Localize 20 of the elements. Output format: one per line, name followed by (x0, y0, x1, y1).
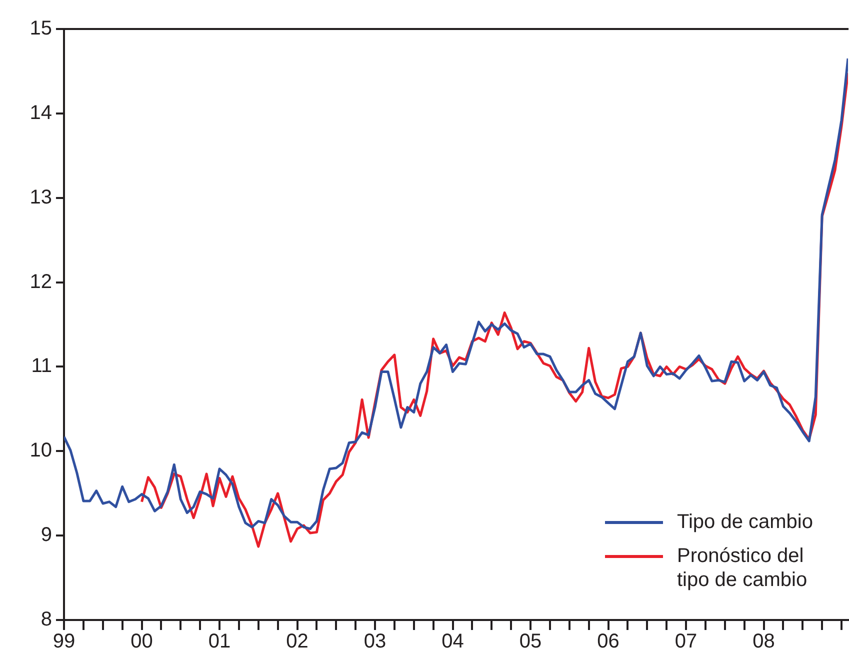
x-tick-label: 03 (364, 630, 386, 653)
y-tick-label: 10 (30, 440, 52, 462)
x-tick-label: 00 (130, 630, 153, 653)
x-tick-label: 99 (52, 630, 76, 653)
y-tick-label: 15 (30, 18, 52, 40)
x-tick-label: 01 (208, 630, 231, 653)
y-tick-label: 11 (31, 355, 52, 378)
legend-label: Tipo de cambio (677, 510, 814, 534)
x-tick-label: 08 (752, 630, 775, 653)
legend-label: Pronóstico del tipo de cambio (677, 544, 808, 592)
x-tick-label: 07 (674, 630, 698, 653)
x-tick-label: 02 (286, 630, 308, 653)
y-tick-label: 9 (40, 524, 52, 546)
x-tick-label: 05 (519, 630, 542, 653)
y-tick-label: 8 (40, 608, 52, 631)
y-tick-label: 12 (30, 270, 52, 293)
x-tick-label: 06 (597, 630, 620, 653)
y-tick-label: 13 (30, 186, 52, 208)
y-tick-label: 14 (30, 102, 52, 124)
x-tick-label: 04 (442, 630, 464, 653)
